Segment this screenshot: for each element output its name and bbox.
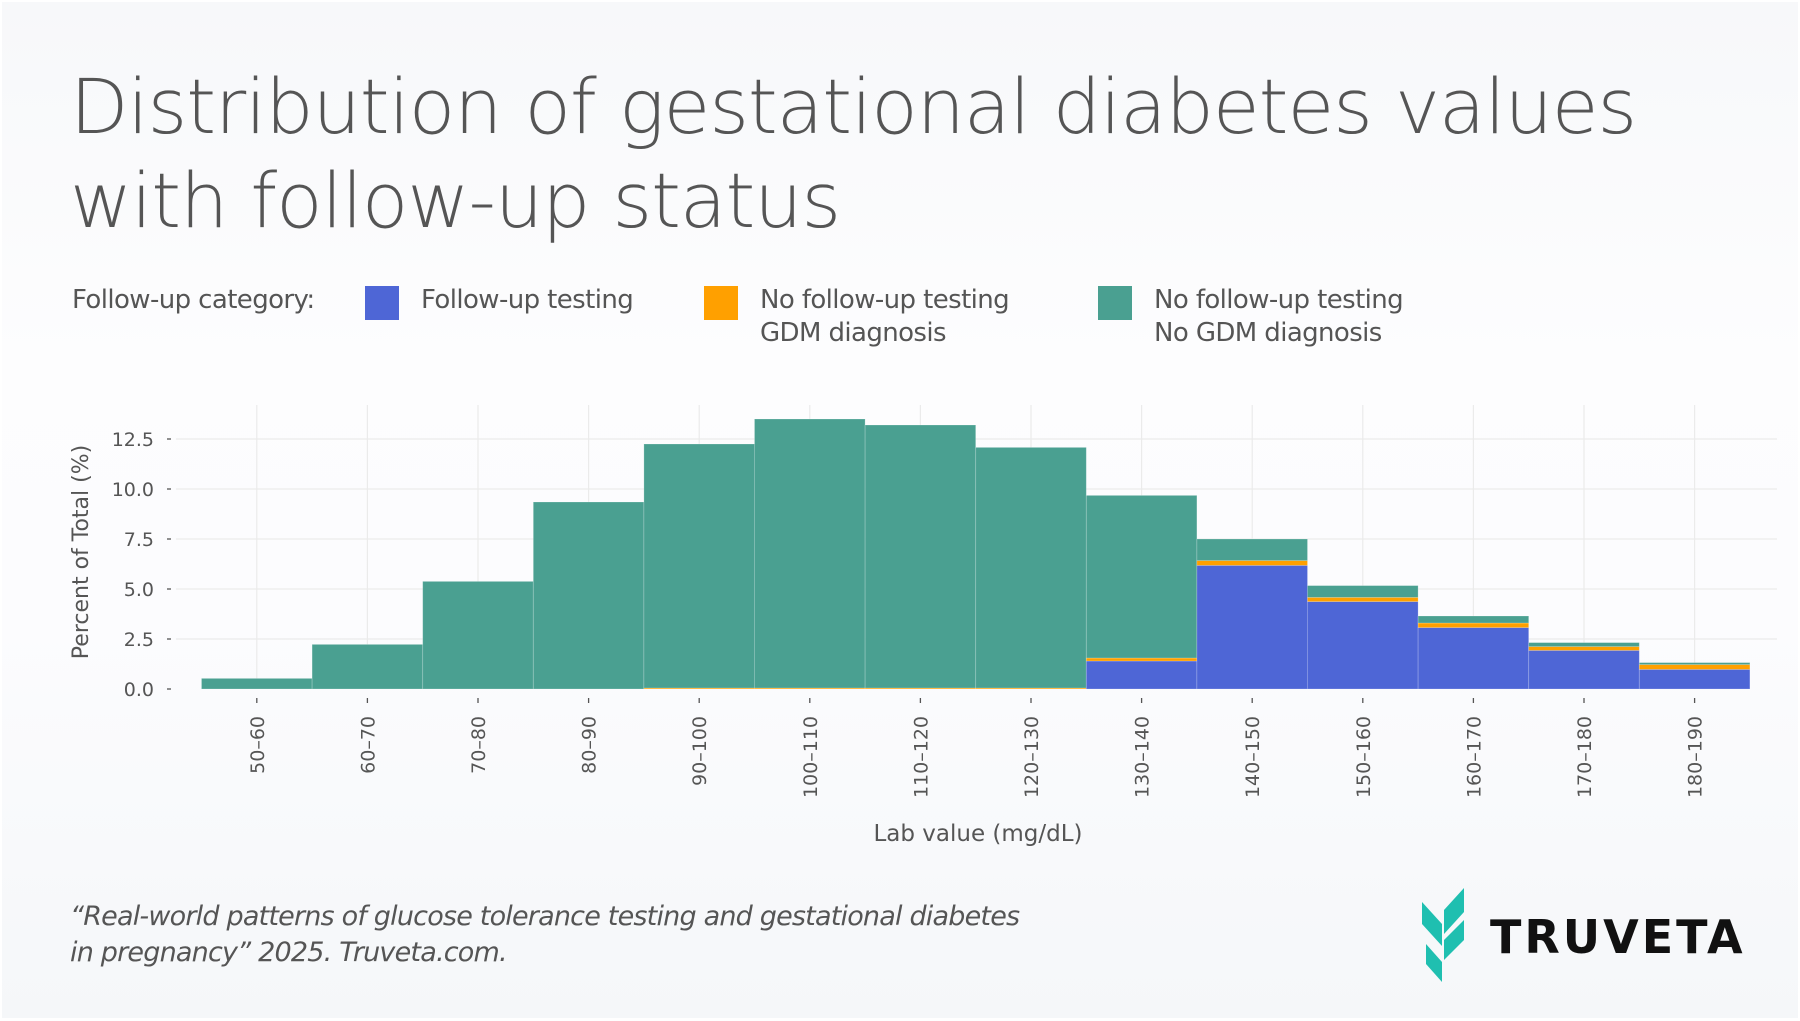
bar-segment-follow-up-testing	[1417, 627, 1530, 690]
logo-wordmark: TRUVETA	[1490, 910, 1746, 964]
bar-segment-no-follow-up-gdm	[1638, 664, 1751, 670]
bar-segment-no-follow-up-no-gdm	[532, 501, 645, 690]
bar-segment-no-follow-up-no-gdm	[1196, 538, 1308, 562]
bar-segment-no-follow-up-gdm	[1528, 646, 1640, 651]
x-tick-label: 70–80	[468, 716, 490, 774]
x-tick-label: 170–180	[1574, 716, 1596, 798]
bar-segment-follow-up-testing	[1638, 669, 1751, 690]
y-tick-label: 7.5	[124, 529, 154, 551]
bar-segment-no-follow-up-no-gdm	[864, 424, 977, 689]
x-tick-label: 150–160	[1353, 716, 1375, 798]
x-tick-label: 90–100	[689, 716, 711, 786]
chart-title-line-1: Distribution of gestational diabetes val…	[70, 62, 1637, 151]
bar-segment-no-follow-up-no-gdm	[311, 644, 424, 690]
legend-item-label: No follow-up testing	[1154, 285, 1404, 315]
x-tick-label: 120–130	[1021, 716, 1043, 798]
histogram-chart: 0.0 2.5 5.0 7.5 10.0 12.5 50–60 60–70 70–80 80–9…	[69, 405, 1777, 847]
bar-segment-no-follow-up-no-gdm	[975, 446, 1087, 689]
truveta-logo: TRUVETA	[1420, 888, 1750, 988]
bar-segment-no-follow-up-no-gdm	[201, 678, 313, 690]
legend-item-label: Follow-up testing	[421, 285, 634, 315]
bar-segment-follow-up-testing	[1196, 565, 1308, 690]
bar-segment-no-follow-up-no-gdm	[422, 581, 534, 690]
bar-segment-follow-up-testing	[1528, 650, 1640, 690]
x-tick-label: 160–170	[1463, 716, 1485, 798]
y-tick-label: 12.5	[112, 429, 154, 451]
legend-swatch-blue	[365, 286, 399, 320]
bars	[201, 418, 1751, 690]
legend-item-label: No follow-up testing	[760, 285, 1010, 315]
y-axis-label: Percent of Total (%)	[69, 445, 94, 659]
chart-title: Distribution of gestational diabetes val…	[70, 60, 1637, 248]
y-tick-label: 0.0	[124, 679, 154, 701]
bar-segment-no-follow-up-gdm	[1196, 560, 1308, 566]
bar-segment-no-follow-up-no-gdm	[1085, 494, 1198, 659]
bar-segment-no-follow-up-no-gdm	[1307, 585, 1419, 598]
x-tick-label: 110–120	[910, 716, 932, 798]
bar-segment-follow-up-testing	[1085, 660, 1198, 690]
citation-line-1: “Real-world patterns of glucose toleranc…	[70, 901, 1020, 932]
x-tick-label: 50–60	[247, 716, 269, 774]
legend-swatch-orange	[704, 286, 738, 320]
bar-segment-follow-up-testing	[1307, 601, 1419, 690]
legend-label: Follow-up category:	[72, 285, 315, 315]
y-tick-label: 10.0	[112, 479, 154, 501]
bar-segment-no-follow-up-gdm	[1307, 597, 1419, 603]
x-tick-label: 140–150	[1242, 716, 1264, 798]
citation: “Real-world patterns of glucose toleranc…	[70, 899, 1020, 971]
bar-segment-no-follow-up-gdm	[1085, 657, 1198, 662]
x-axis: 50–60 60–70 70–80 80–90 90–100 100–110 110–120…	[247, 698, 1707, 798]
citation-line-2: in pregnancy” 2025. Truveta.com.	[70, 937, 508, 968]
chart-title-line-2: with follow-up status	[70, 156, 841, 245]
legend-swatch-green	[1098, 286, 1132, 320]
bar-segment-no-follow-up-no-gdm	[1528, 642, 1640, 647]
x-tick-label: 80–90	[579, 716, 601, 774]
legend-item-sublabel: GDM diagnosis	[760, 318, 947, 348]
bar-segment-no-follow-up-gdm	[1417, 622, 1530, 628]
y-tick-label: 2.5	[124, 629, 154, 651]
x-tick-label: 130–140	[1132, 716, 1154, 798]
y-tick-label: 5.0	[124, 579, 154, 601]
bar-segment-no-follow-up-no-gdm	[643, 443, 755, 689]
bar-segment-no-follow-up-no-gdm	[754, 418, 866, 689]
x-tick-label: 100–110	[800, 716, 822, 798]
bar-segment-no-follow-up-no-gdm	[1417, 615, 1530, 624]
legend-item-sublabel: No GDM diagnosis	[1154, 318, 1382, 348]
x-tick-label: 60–70	[357, 716, 379, 774]
bar-segment-no-follow-up-no-gdm	[1638, 662, 1751, 665]
y-axis: 0.0 2.5 5.0 7.5 10.0 12.5	[112, 429, 171, 701]
truveta-leaf-icon	[1422, 888, 1464, 982]
x-axis-label: Lab value (mg/dL)	[873, 821, 1082, 847]
x-tick-label: 180–190	[1685, 716, 1707, 798]
